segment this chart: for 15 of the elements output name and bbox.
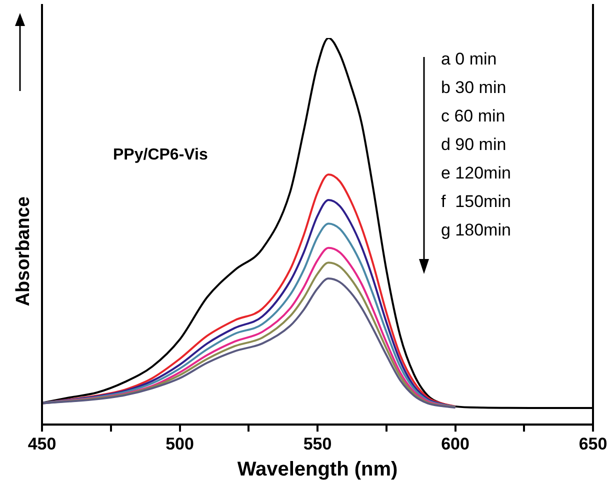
annotation: d 90 min — [441, 135, 506, 154]
y-axis-title: Absorbance — [13, 196, 34, 306]
annotation: e 120min — [441, 164, 511, 183]
annotation: a 0 min — [441, 50, 497, 69]
annotation: f 150min — [441, 192, 511, 212]
annotation: PPy/CP6-Vis — [113, 146, 208, 164]
x-tick-label: 600 — [441, 434, 470, 454]
x-axis-title: Wavelength (nm) — [237, 458, 398, 481]
annotation: c 60 min — [441, 106, 506, 126]
x-tick-label: 650 — [578, 434, 608, 454]
x-tick-label: 500 — [166, 434, 194, 454]
x-tick-label: 550 — [303, 434, 332, 454]
x-tick-label: 450 — [28, 434, 56, 454]
annotation: g 180min — [441, 220, 511, 240]
annotation: b 30 min — [441, 78, 506, 98]
